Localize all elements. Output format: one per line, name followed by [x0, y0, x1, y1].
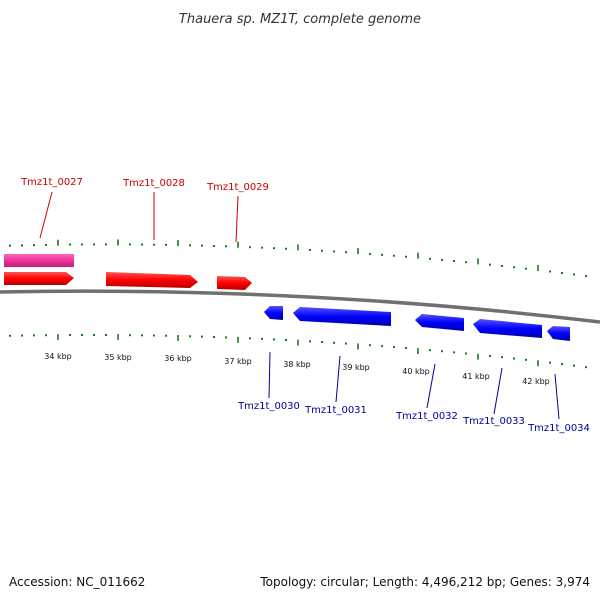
gene-label-tmz1t-0034[interactable]: Tmz1t_0034	[527, 423, 590, 434]
accession-text: Accession: NC_011662	[9, 575, 145, 589]
gene-label-tmz1t-0029[interactable]: Tmz1t_0029	[206, 182, 269, 193]
scale-label-34kbp: 34 kbp	[44, 352, 72, 361]
scale-label-35kbp: 35 kbp	[104, 353, 132, 362]
gene-arrow-tmz1t-0030[interactable]	[264, 306, 283, 320]
gene-arrow-tmz1t-0029[interactable]	[217, 276, 252, 290]
gene-label-tmz1t-0028[interactable]: Tmz1t_0028	[122, 178, 185, 189]
lower-tick-track	[9, 333, 587, 369]
scale-label-41kbp: 41 kbp	[462, 372, 490, 381]
scale-label-36kbp: 36 kbp	[164, 354, 192, 363]
genome-backbone	[0, 289, 600, 324]
scale-label-40kbp: 40 kbp	[402, 367, 430, 376]
gene-arrow-tmz1t-0032[interactable]	[415, 314, 464, 331]
leader-tmz1t-0029	[235, 195, 239, 243]
gene-arrow-tmz1t-0027[interactable]	[4, 272, 74, 285]
gene-label-tmz1t-0030[interactable]: Tmz1t_0030	[237, 401, 300, 412]
gene-arrow-tmz1t-0031[interactable]	[293, 307, 391, 326]
gene-arrow-tmz1t-0033[interactable]	[473, 319, 542, 338]
leader-tmz1t-0027	[39, 191, 53, 239]
feature-pink-bar[interactable]	[4, 254, 74, 267]
leader-tmz1t-0032	[426, 363, 436, 409]
scale-label-38kbp: 38 kbp	[283, 360, 311, 369]
gene-label-tmz1t-0032[interactable]: Tmz1t_0032	[395, 411, 458, 422]
gene-label-tmz1t-0033[interactable]: Tmz1t_0033	[462, 416, 525, 427]
leader-tmz1t-0033	[493, 367, 503, 415]
scale-label-37kbp: 37 kbp	[224, 357, 252, 366]
gene-arrow-tmz1t-0028[interactable]	[106, 272, 198, 288]
scale-label-39kbp: 39 kbp	[342, 363, 370, 372]
gene-arrow-tmz1t-0034[interactable]	[547, 326, 570, 341]
leader-tmz1t-0030	[268, 351, 271, 399]
leader-tmz1t-0034	[554, 373, 560, 420]
upper-tick-track	[9, 239, 587, 278]
genome-summary-text: Topology: circular; Length: 4,496,212 bp…	[259, 575, 590, 589]
map-title: Thauera sp. MZ1T, complete genome	[179, 12, 421, 27]
gene-label-tmz1t-0031[interactable]: Tmz1t_0031	[304, 405, 367, 416]
gene-label-tmz1t-0027[interactable]: Tmz1t_0027	[20, 177, 83, 188]
leader-tmz1t-0031	[335, 355, 341, 403]
scale-label-42kbp: 42 kbp	[522, 377, 550, 386]
